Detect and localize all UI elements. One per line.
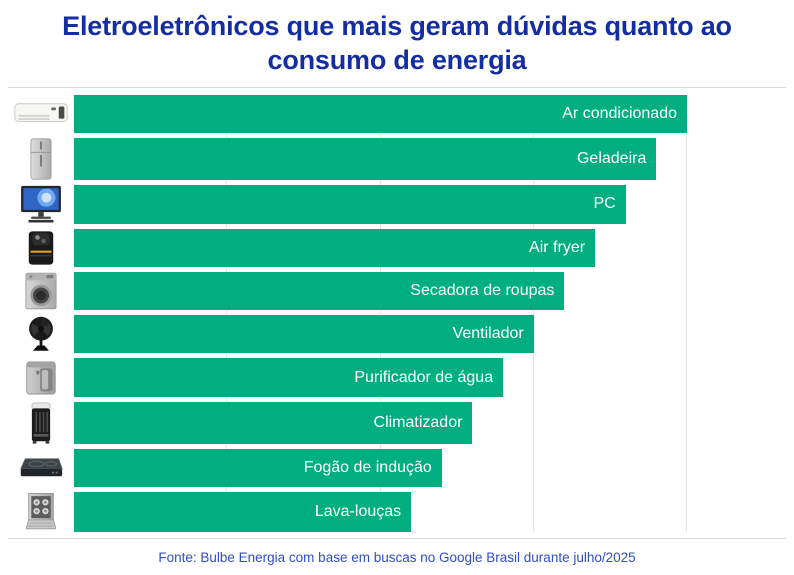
bar-air-cooler: Climatizador <box>74 401 473 444</box>
bar-track: Ventilador <box>74 315 687 354</box>
bar-chart: Ar condicionado Geladeira PC Air <box>8 95 794 533</box>
bar-label: Purificador de água <box>354 368 494 386</box>
bar-dishwasher: Lava-louças <box>74 492 412 532</box>
bar-air-fryer: Air fryer <box>74 228 596 267</box>
bar-track: PC <box>74 185 687 224</box>
induction-cooktop-icon <box>18 456 64 480</box>
bar-row: Lava-louças <box>8 492 794 532</box>
bar-label: Ar condicionado <box>562 105 677 123</box>
footer-divider <box>8 538 786 540</box>
bar-row: Fogão de indução <box>8 448 794 487</box>
bar-label: Geladeira <box>576 150 647 168</box>
air-conditioner-icon <box>13 100 69 128</box>
bar-track: Lava-louças <box>74 492 687 532</box>
bar-refrigerator: Geladeira <box>74 138 657 181</box>
desktop-pc-icon <box>20 185 62 224</box>
bar-row: PC <box>8 185 794 224</box>
bar-track: Purificador de água <box>74 358 687 397</box>
gridline-25 <box>226 95 228 533</box>
page-title: Eletroeletrônicos que mais geram dúvidas… <box>62 11 732 76</box>
bar-rows: Ar condicionado Geladeira PC Air <box>8 95 794 532</box>
bar-fan: Ventilador <box>74 315 534 354</box>
air-fryer-icon <box>27 229 55 267</box>
refrigerator-icon <box>28 138 54 180</box>
bar-track: Climatizador <box>74 401 687 444</box>
bar-induction-cooktop: Fogão de indução <box>74 448 442 487</box>
bar-row: Purificador de água <box>8 358 794 397</box>
bar-label: Secadora de roupas <box>410 282 555 300</box>
gridline-75 <box>532 95 534 533</box>
gridline-100 <box>686 95 687 533</box>
bar-track: Secadora de roupas <box>74 271 687 311</box>
clothes-dryer-icon <box>25 272 57 310</box>
bar-track: Air fryer <box>74 228 687 267</box>
bar-row: Secadora de roupas <box>8 271 794 311</box>
gridline-50 <box>379 95 381 533</box>
bar-row: Ar condicionado <box>8 95 794 134</box>
air-cooler-icon <box>29 402 53 444</box>
dishwasher-icon <box>26 492 56 532</box>
fan-icon <box>26 315 56 353</box>
bar-row: Air fryer <box>8 228 794 267</box>
bar-row: Climatizador <box>8 401 794 444</box>
source-note: Fonte: Bulbe Energia com base em buscas … <box>158 550 636 566</box>
bar-label: Ventilador <box>452 325 524 343</box>
bar-water-purifier: Purificador de água <box>74 358 504 397</box>
bar-track: Ar condicionado <box>74 95 687 134</box>
bar-row: Geladeira <box>8 138 794 181</box>
bar-label: Air fryer <box>529 238 586 256</box>
bar-label: Lava-louças <box>314 503 402 520</box>
bar-track: Fogão de indução <box>74 448 687 487</box>
water-purifier-icon <box>25 360 57 396</box>
bar-label: Climatizador <box>373 413 463 431</box>
bar-clothes-dryer: Secadora de roupas <box>74 271 565 311</box>
bar-track: Geladeira <box>74 138 687 181</box>
bar-label: Fogão de indução <box>303 458 432 476</box>
bar-desktop-pc: PC <box>74 185 626 224</box>
bar-air-conditioner: Ar condicionado <box>74 95 687 134</box>
bar-label: PC <box>593 195 616 213</box>
chart-gridlines <box>74 95 687 533</box>
title-divider <box>8 87 786 89</box>
bar-row: Ventilador <box>8 315 794 354</box>
